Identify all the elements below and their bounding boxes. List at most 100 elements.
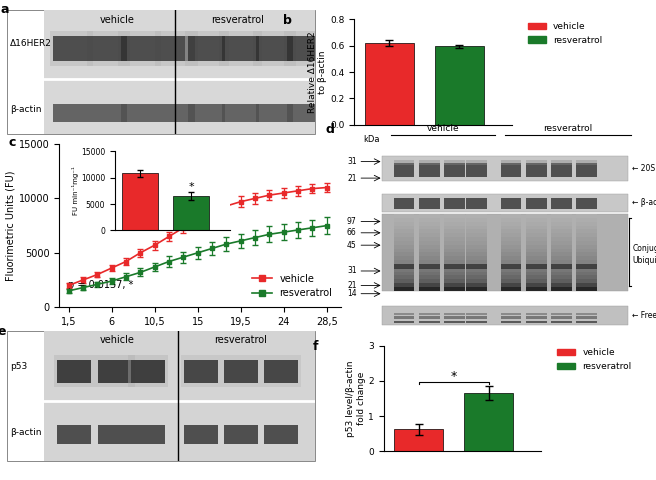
Bar [444,245,464,249]
Bar [576,287,597,290]
Y-axis label: FU min⁻¹mg⁻¹: FU min⁻¹mg⁻¹ [72,167,79,215]
Bar [551,268,572,272]
Bar [466,268,487,272]
Bar [551,283,572,287]
Bar [419,229,440,233]
Text: 21: 21 [347,174,357,182]
Bar [264,424,298,444]
Text: e: e [0,324,6,338]
Bar [551,229,572,233]
Bar [551,159,572,165]
Bar [224,360,258,383]
Bar [466,256,487,260]
Bar [184,424,218,444]
Bar [382,156,628,181]
Bar [444,226,464,229]
Bar [419,283,440,287]
Bar [43,331,315,461]
Bar [181,355,221,387]
Bar [394,237,415,241]
Bar [576,159,597,165]
Bar [526,163,546,177]
Bar [576,252,597,256]
Bar [444,218,464,222]
Bar [466,233,487,237]
Bar [444,272,464,276]
Bar [117,31,161,66]
Text: b: b [283,14,293,27]
Bar [526,198,546,209]
Bar [551,260,572,264]
Bar [419,214,440,218]
Text: 14: 14 [347,289,357,298]
Bar [121,36,157,61]
Bar [184,360,218,383]
Bar [419,252,440,256]
Bar [419,218,440,222]
Bar [551,256,572,260]
Bar [188,105,226,122]
Bar [501,276,522,279]
Bar [501,229,522,233]
Y-axis label: p53 level/β-actin
fold change: p53 level/β-actin fold change [346,360,365,437]
Bar [394,272,415,276]
Bar [501,287,522,290]
Bar [501,222,522,226]
Bar [419,159,440,165]
Bar [501,279,522,283]
Bar [551,233,572,237]
Bar [576,283,597,287]
Bar [419,241,440,245]
Bar [526,264,546,268]
Bar [466,214,487,218]
Bar [551,249,572,252]
Bar [551,226,572,229]
Text: β-actin: β-actin [10,105,41,114]
Bar [444,264,464,269]
Text: 97: 97 [347,217,357,226]
Bar [526,218,546,222]
Bar [157,36,195,61]
Bar [222,105,259,122]
Text: Ubiquitin: Ubiquitin [632,256,656,265]
Bar [131,360,165,383]
Bar [501,159,522,165]
Text: a: a [1,3,9,16]
Bar [526,245,546,249]
Bar [419,283,440,287]
Text: resveratrol: resveratrol [543,124,592,132]
Bar [501,249,522,252]
Bar [394,276,415,279]
Bar [576,229,597,233]
Bar [419,312,440,315]
Bar [501,214,522,218]
Bar [264,360,298,383]
Bar [284,31,327,66]
Bar [551,245,572,249]
Bar [526,260,546,264]
Bar [394,430,443,451]
Bar [98,424,131,444]
Bar [394,256,415,260]
Bar [466,264,487,269]
Bar [444,222,464,226]
Bar [419,264,440,269]
Bar [551,276,572,279]
Bar [394,268,415,272]
Bar [501,252,522,256]
Bar [526,283,546,287]
Bar [256,36,293,61]
Bar [466,245,487,249]
Bar [526,159,546,165]
Bar [221,355,261,387]
Bar [394,283,415,287]
Bar [382,193,628,212]
Bar [186,31,228,66]
Bar [551,214,572,218]
Text: vehicle: vehicle [100,14,135,24]
Bar [501,264,522,268]
Bar [419,316,440,319]
Bar [219,31,262,66]
Bar [526,256,546,260]
Bar [526,268,546,272]
